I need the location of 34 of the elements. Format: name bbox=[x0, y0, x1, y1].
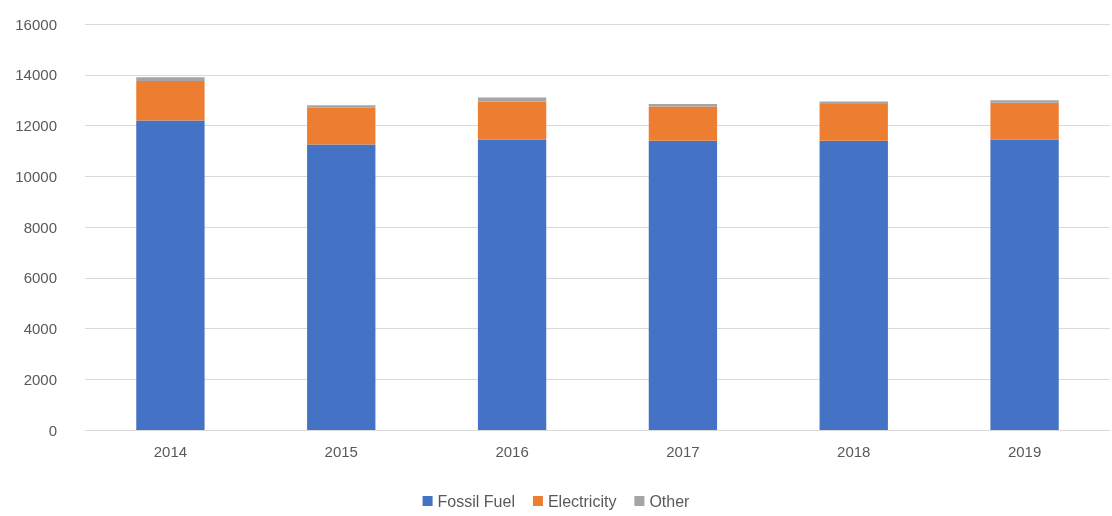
y-tick-label: 8000 bbox=[23, 218, 57, 236]
y-tick-label: 14000 bbox=[15, 66, 57, 84]
bar bbox=[477, 101, 547, 140]
bar bbox=[990, 102, 1059, 140]
bar bbox=[648, 106, 718, 141]
y-tick-label: 10000 bbox=[15, 167, 57, 185]
bar bbox=[307, 107, 376, 145]
bar bbox=[819, 103, 888, 141]
y-tick-label: 2000 bbox=[23, 370, 57, 388]
y-tick-label: 12000 bbox=[15, 117, 57, 134]
bar bbox=[307, 144, 376, 430]
y-tick-label: 6000 bbox=[23, 269, 57, 287]
y-tick-label: 16000 bbox=[15, 15, 57, 33]
bar bbox=[648, 140, 718, 430]
bar bbox=[136, 77, 205, 82]
x-tick-label: 2018 bbox=[837, 443, 871, 460]
x-tick-label: 2015 bbox=[324, 443, 358, 460]
legend-label: Electricity bbox=[547, 492, 617, 510]
x-tick-label: 2016 bbox=[495, 443, 529, 460]
y-tick-label: 0 bbox=[48, 421, 57, 439]
legend-label: Other bbox=[649, 492, 691, 510]
bar bbox=[477, 139, 547, 430]
x-tick-label: 2014 bbox=[153, 443, 188, 460]
bar bbox=[990, 139, 1059, 430]
x-tick-label: 2019 bbox=[1007, 443, 1042, 460]
bar bbox=[307, 105, 376, 108]
bar bbox=[990, 100, 1059, 103]
bar bbox=[136, 81, 205, 121]
x-tick-label: 2017 bbox=[666, 443, 700, 460]
bar bbox=[819, 101, 888, 104]
y-tick-label: 4000 bbox=[23, 320, 57, 337]
legend-label: Fossil Fuel bbox=[437, 492, 515, 510]
bar bbox=[819, 140, 888, 430]
bar bbox=[136, 120, 205, 430]
